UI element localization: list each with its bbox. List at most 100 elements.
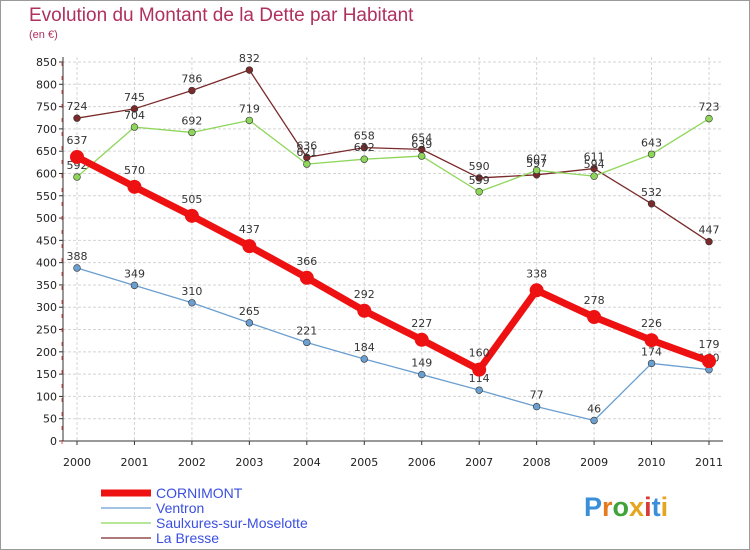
series-line-ventron	[76, 267, 710, 422]
data-label-ventron: 174	[641, 345, 662, 358]
data-point-saulxures-sur-moselotte	[303, 160, 311, 168]
y-tick-label: 350	[36, 279, 57, 292]
data-point-cornimont	[644, 333, 659, 348]
data-label-saulxures-sur-moselotte: 639	[411, 138, 432, 151]
data-label-saulxures-sur-moselotte: 719	[239, 102, 260, 115]
data-label-la-bresse: 447	[699, 224, 720, 237]
legend-label-la-bresse: La Bresse	[156, 530, 219, 546]
data-label-cornimont: 338	[526, 267, 547, 280]
data-point-cornimont	[184, 208, 199, 223]
y-tick-label: 400	[36, 257, 57, 270]
legend-label-ventron: Ventron	[156, 500, 204, 516]
data-label-cornimont: 637	[67, 134, 88, 147]
y-tick-label: 800	[36, 78, 57, 91]
data-label-saulxures-sur-moselotte: 643	[641, 136, 662, 149]
y-tick-label: 150	[36, 368, 57, 381]
data-point-ventron	[303, 338, 311, 347]
data-point-la-bresse	[245, 66, 254, 74]
data-label-cornimont: 570	[124, 164, 145, 177]
data-point-cornimont	[357, 303, 372, 318]
plot-area	[63, 57, 723, 441]
data-point-saulxures-sur-moselotte	[590, 172, 598, 180]
data-point-saulxures-sur-moselotte	[188, 128, 196, 137]
data-point-saulxures-sur-moselotte	[705, 114, 713, 123]
y-tick-label: 550	[36, 190, 57, 203]
data-label-cornimont: 366	[296, 255, 317, 268]
data-label-la-bresse: 724	[67, 100, 88, 113]
data-point-ventron	[73, 264, 81, 272]
y-tick-label: 450	[36, 234, 57, 247]
data-point-cornimont	[529, 283, 544, 298]
y-tick-label: 500	[36, 212, 57, 225]
data-point-saulxures-sur-moselotte	[418, 152, 426, 160]
x-tick-label: 2005	[350, 456, 378, 469]
y-tick-label: 850	[36, 56, 57, 69]
data-label-la-bresse: 786	[181, 73, 202, 86]
data-label-la-bresse: 654	[411, 131, 432, 144]
data-label-la-bresse: 532	[641, 186, 662, 199]
y-tick-label: 250	[36, 324, 57, 337]
data-point-ventron	[245, 319, 254, 327]
y-tick-label: 750	[36, 101, 57, 114]
data-point-la-bresse	[590, 164, 598, 173]
data-label-ventron: 310	[181, 285, 202, 298]
data-label-la-bresse: 590	[469, 160, 490, 173]
proxiti-logo: Proxiti	[584, 492, 668, 522]
y-tick-label: 100	[36, 390, 57, 403]
data-point-ventron	[360, 355, 368, 363]
data-point-ventron	[590, 416, 598, 425]
data-point-saulxures-sur-moselotte	[532, 166, 541, 175]
data-point-cornimont	[299, 270, 314, 285]
data-point-ventron	[475, 386, 483, 394]
x-tick-label: 2001	[120, 456, 148, 469]
series-line-la-bresse	[76, 69, 710, 243]
x-tick-label: 2011	[695, 456, 723, 469]
data-point-cornimont	[242, 239, 257, 254]
data-label-cornimont: 505	[181, 193, 202, 206]
data-label-cornimont: 437	[239, 223, 260, 236]
data-point-cornimont	[127, 179, 142, 194]
data-point-cornimont	[414, 332, 429, 347]
data-label-la-bresse: 832	[239, 52, 260, 65]
data-label-saulxures-sur-moselotte: 594	[584, 158, 605, 171]
data-point-saulxures-sur-moselotte	[360, 155, 368, 163]
data-point-la-bresse	[188, 86, 196, 95]
data-point-ventron	[130, 281, 139, 290]
data-point-ventron	[647, 359, 656, 368]
x-tick-label: 2000	[63, 456, 91, 469]
data-label-ventron: 221	[296, 324, 317, 337]
data-point-cornimont	[702, 354, 716, 369]
y-tick-label: 200	[36, 346, 57, 359]
y-tick-label: 650	[36, 145, 57, 158]
data-label-saulxures-sur-moselotte: 559	[469, 174, 490, 187]
data-label-saulxures-sur-moselotte: 704	[124, 109, 145, 122]
x-tick-label: 2008	[523, 456, 551, 469]
data-label-ventron: 184	[354, 341, 375, 354]
data-point-saulxures-sur-moselotte	[245, 116, 254, 125]
data-label-saulxures-sur-moselotte: 632	[354, 141, 375, 154]
data-label-ventron: 114	[469, 372, 490, 385]
data-label-ventron: 149	[411, 357, 432, 370]
data-point-la-bresse	[647, 200, 656, 208]
data-point-la-bresse	[130, 105, 139, 113]
data-label-saulxures-sur-moselotte: 723	[699, 101, 720, 114]
data-label-la-bresse: 745	[124, 91, 145, 104]
data-label-cornimont: 278	[584, 294, 605, 307]
y-tick-label: 700	[36, 123, 57, 136]
y-tick-label: 50	[43, 413, 57, 426]
x-tick-label: 2003	[235, 456, 263, 469]
y-tick-label: 300	[36, 301, 57, 314]
data-label-la-bresse: 658	[354, 130, 375, 143]
data-point-cornimont	[472, 362, 487, 377]
x-tick-label: 2004	[293, 456, 321, 469]
data-point-cornimont	[70, 149, 84, 164]
data-label-la-bresse: 597	[526, 157, 547, 170]
data-point-saulxures-sur-moselotte	[647, 150, 656, 158]
data-label-ventron: 265	[239, 305, 260, 318]
data-point-la-bresse	[360, 143, 368, 152]
data-label-cornimont: 179	[699, 338, 720, 351]
series-line-cornimont	[75, 153, 711, 374]
data-point-la-bresse	[475, 174, 483, 182]
